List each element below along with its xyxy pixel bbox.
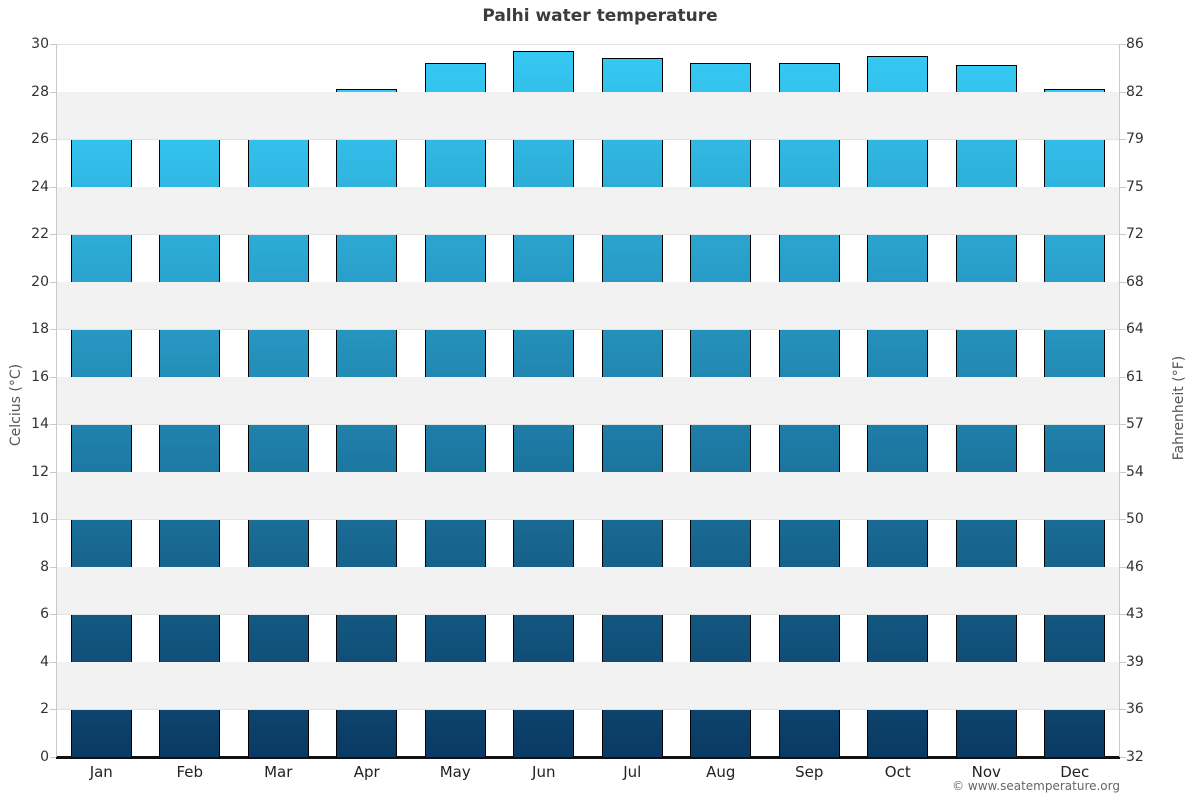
grid-band: [57, 566, 1119, 615]
celsius-tick-label: 10: [31, 511, 49, 528]
left-tick-mark: [50, 661, 56, 663]
grid-band: [57, 661, 1119, 710]
fahrenheit-tick-label: 79: [1126, 131, 1144, 148]
right-tick-mark: [1120, 661, 1126, 663]
right-tick-mark: [1120, 376, 1126, 378]
right-axis-line: [1119, 44, 1120, 757]
left-tick-mark: [50, 519, 56, 521]
right-tick-mark: [1120, 757, 1126, 758]
celsius-tick-label: 22: [31, 226, 49, 243]
celsius-tick-label: 4: [40, 653, 49, 670]
month-label-mar: Mar: [264, 763, 293, 781]
month-label-jan: Jan: [89, 763, 113, 781]
fahrenheit-tick-label: 46: [1126, 558, 1144, 575]
grid-band: [57, 471, 1119, 520]
right-tick-mark: [1120, 234, 1126, 236]
celsius-tick-label: 24: [31, 178, 49, 195]
celsius-tick-label: 6: [40, 606, 49, 623]
month-label-sep: Sep: [795, 763, 824, 781]
right-tick-mark: [1120, 91, 1126, 93]
right-tick-mark: [1120, 519, 1126, 521]
left-tick-mark: [50, 376, 56, 378]
fahrenheit-tick-label: 43: [1126, 606, 1144, 623]
month-label-nov: Nov: [971, 763, 1001, 781]
left-tick-mark: [50, 614, 56, 616]
fahrenheit-tick-label: 54: [1126, 463, 1144, 480]
month-label-apr: Apr: [353, 763, 380, 781]
month-label-aug: Aug: [706, 763, 736, 781]
fahrenheit-tick-label: 86: [1126, 36, 1144, 52]
celsius-tick-label: 2: [40, 701, 49, 718]
celsius-tick-label: 12: [31, 463, 49, 480]
celsius-tick-label: 0: [40, 749, 49, 765]
month-label-dec: Dec: [1060, 763, 1090, 781]
gridline: [57, 519, 1119, 521]
fahrenheit-tick-label: 82: [1126, 83, 1144, 100]
month-label-jun: Jun: [532, 763, 556, 781]
month-label-feb: Feb: [176, 763, 204, 781]
left-tick-mark: [50, 329, 56, 331]
celsius-tick-label: 14: [31, 416, 49, 433]
left-tick-mark: [50, 471, 56, 473]
left-tick-mark: [50, 91, 56, 93]
celsius-tick-label: 30: [31, 36, 49, 52]
month-label-may: May: [439, 763, 471, 781]
right-tick-mark: [1120, 424, 1126, 426]
left-tick-mark: [50, 424, 56, 426]
right-tick-mark: [1120, 186, 1126, 188]
celsius-tick-label: 16: [31, 368, 49, 385]
chart-title: Palhi water temperature: [482, 6, 718, 26]
right-tick-mark: [1120, 614, 1126, 616]
left-tick-mark: [50, 709, 56, 711]
fahrenheit-tick-label: 75: [1126, 178, 1144, 195]
fahrenheit-tick-label: 50: [1126, 511, 1144, 528]
fahrenheit-tick-label: 39: [1126, 653, 1144, 670]
month-label-oct: Oct: [884, 763, 911, 781]
right-tick-mark: [1120, 709, 1126, 711]
celsius-tick-label: 28: [31, 83, 49, 100]
left-tick-mark: [50, 281, 56, 283]
gridline: [57, 424, 1119, 426]
celsius-tick-label: 8: [40, 558, 49, 575]
celsius-tick-label: 18: [31, 321, 49, 338]
gridline: [57, 44, 1119, 45]
left-tick-mark: [50, 757, 56, 758]
copyright: © www.seatemperature.org: [952, 779, 1120, 793]
fahrenheit-tick-label: 57: [1126, 416, 1144, 433]
gridline: [57, 139, 1119, 141]
left-tick-mark: [50, 234, 56, 236]
gridline: [57, 234, 1119, 236]
celsius-tick-label: 26: [31, 131, 49, 148]
fahrenheit-tick-label: 72: [1126, 226, 1144, 243]
gridline: [57, 709, 1119, 711]
right-tick-mark: [1120, 329, 1126, 331]
celsius-tick-label: 20: [31, 273, 49, 290]
month-label-jul: Jul: [623, 763, 642, 781]
left-tick-mark: [50, 139, 56, 141]
copyright-link[interactable]: © www.seatemperature.org: [952, 779, 1120, 793]
right-tick-mark: [1120, 139, 1126, 141]
fahrenheit-tick-label: 32: [1126, 749, 1144, 765]
gridline: [57, 329, 1119, 331]
x-axis-baseline: [56, 756, 1120, 759]
left-tick-mark: [50, 44, 56, 45]
fahrenheit-tick-label: 61: [1126, 368, 1144, 385]
right-tick-mark: [1120, 44, 1126, 45]
right-tick-mark: [1120, 471, 1126, 473]
grid-band: [57, 186, 1119, 235]
grid-band: [57, 376, 1119, 425]
right-tick-mark: [1120, 566, 1126, 568]
fahrenheit-tick-label: 68: [1126, 273, 1144, 290]
grid-band: [57, 281, 1119, 330]
fahrenheit-axis-title: Fahrenheit (°F): [1171, 355, 1187, 461]
left-tick-mark: [50, 186, 56, 188]
gridline: [57, 614, 1119, 616]
right-tick-mark: [1120, 281, 1126, 283]
fahrenheit-tick-label: 64: [1126, 321, 1144, 338]
grid-band: [57, 91, 1119, 140]
left-tick-mark: [50, 566, 56, 568]
fahrenheit-tick-label: 36: [1126, 701, 1144, 718]
left-axis-line: [56, 44, 57, 757]
